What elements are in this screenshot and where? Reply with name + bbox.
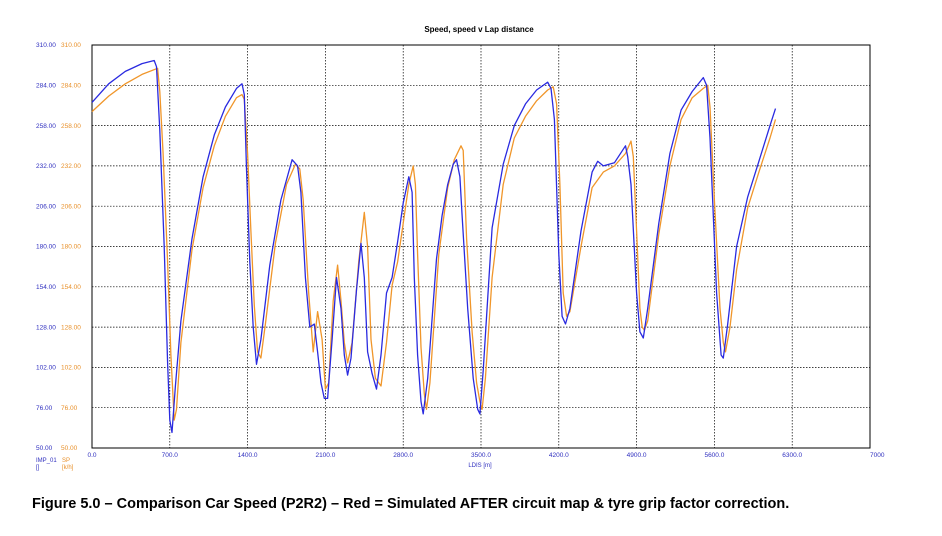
chart-grid xyxy=(91,44,871,449)
x-tick-label: 4200.0 xyxy=(549,452,569,459)
x-tick-label: 0.0 xyxy=(87,452,96,459)
y-tick-label-left: 76.00 xyxy=(36,405,53,412)
x-tick-label: 4900.0 xyxy=(627,452,647,459)
series-lines xyxy=(91,59,777,434)
right-channel-name: SP xyxy=(62,458,70,464)
y-tick-label-left: 232.00 xyxy=(36,163,56,170)
chart-title: Speed, speed v Lap distance xyxy=(424,25,534,34)
y-tick-label-right: 50.00 xyxy=(61,445,78,452)
y-tick-label-left: 206.00 xyxy=(36,203,56,210)
y-tick-label-right: 180.00 xyxy=(61,244,81,251)
x-axis-label: LDIS [m] xyxy=(468,463,492,469)
y-tick-label-left: 258.00 xyxy=(36,123,56,130)
tick-labels: 50.00 50.00 76.00 76.00 102.00 102.00 128.00 12… xyxy=(36,42,885,459)
y-tick-label-right: 284.00 xyxy=(61,83,81,90)
y-tick-label-left: 102.00 xyxy=(36,365,56,372)
right-channel-unit: [k/h] xyxy=(62,465,74,471)
y-tick-label-left: 180.00 xyxy=(36,244,56,251)
y-tick-label-left: 284.00 xyxy=(36,83,56,90)
y-tick-label-right: 102.00 xyxy=(61,365,81,372)
y-tick-label-left: 50.00 xyxy=(36,445,53,452)
left-channel-unit: [] xyxy=(36,465,40,471)
x-tick-label: 2100.0 xyxy=(315,452,335,459)
y-tick-label-left: 310.00 xyxy=(36,42,56,49)
left-channel-name: IMP_01 xyxy=(36,458,57,464)
x-tick-label: 5600.0 xyxy=(704,452,724,459)
y-tick-label-right: 128.00 xyxy=(61,324,81,331)
y-tick-label-left: 128.00 xyxy=(36,324,56,331)
series-line-blue xyxy=(91,59,777,434)
y-tick-label-right: 310.00 xyxy=(61,42,81,49)
plot-frame xyxy=(91,44,871,449)
x-tick-label: 700.0 xyxy=(162,452,179,459)
y-tick-label-right: 206.00 xyxy=(61,203,81,210)
x-tick-label: 1400.0 xyxy=(238,452,258,459)
y-tick-label-right: 76.00 xyxy=(61,405,78,412)
x-tick-label: 6300.0 xyxy=(782,452,802,459)
x-tick-label: 3500.0 xyxy=(471,452,491,459)
y-tick-label-left: 154.00 xyxy=(36,284,56,291)
y-tick-label-right: 232.00 xyxy=(61,163,81,170)
x-tick-label: 7000 xyxy=(870,452,885,459)
x-tick-label: 2800.0 xyxy=(393,452,413,459)
y-tick-label-right: 258.00 xyxy=(61,123,81,130)
series-line-orange xyxy=(91,67,777,421)
y-tick-label-right: 154.00 xyxy=(61,284,81,291)
figure-caption: Figure 5.0 – Comparison Car Speed (P2R2)… xyxy=(32,496,790,512)
